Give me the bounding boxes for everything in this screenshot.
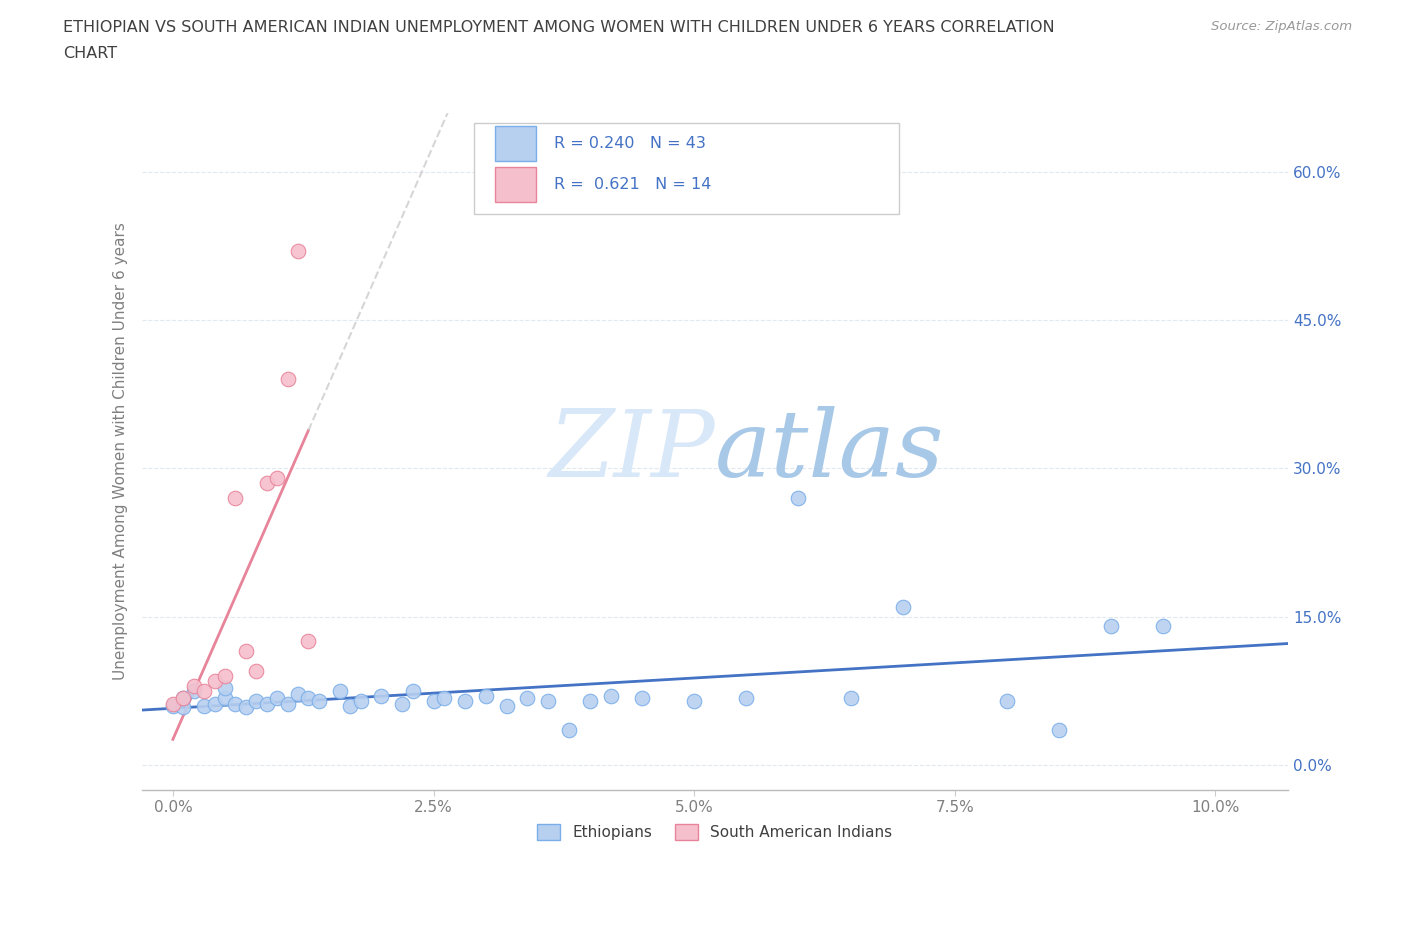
Text: ZIP: ZIP [548, 406, 716, 496]
Point [631, 690, 654, 705]
Point [839, 690, 862, 705]
Point [995, 693, 1018, 708]
Point [1047, 723, 1070, 737]
Point [277, 372, 299, 387]
Point [204, 673, 226, 688]
Point [349, 693, 371, 708]
Point [422, 693, 444, 708]
Point [214, 690, 236, 705]
Point [308, 693, 330, 708]
Point [370, 688, 392, 703]
Point [266, 690, 288, 705]
Point [474, 688, 496, 703]
Text: CHART: CHART [63, 46, 117, 61]
Point [891, 599, 914, 614]
Point [266, 471, 288, 485]
Text: R = 0.240   N = 43: R = 0.240 N = 43 [554, 137, 706, 152]
Point [183, 678, 205, 693]
Point [599, 688, 621, 703]
Point [183, 684, 205, 698]
Point [1152, 619, 1174, 634]
Point [245, 693, 267, 708]
Point [433, 690, 456, 705]
Point [495, 698, 517, 713]
FancyBboxPatch shape [495, 126, 536, 162]
Y-axis label: Unemployment Among Women with Children Under 6 years: Unemployment Among Women with Children U… [114, 222, 128, 680]
Point [214, 680, 236, 695]
Point [162, 696, 184, 711]
Point [287, 244, 309, 259]
Point [245, 663, 267, 678]
Point [204, 696, 226, 711]
Point [214, 669, 236, 684]
Text: ETHIOPIAN VS SOUTH AMERICAN INDIAN UNEMPLOYMENT AMONG WOMEN WITH CHILDREN UNDER : ETHIOPIAN VS SOUTH AMERICAN INDIAN UNEMP… [63, 20, 1054, 35]
Text: Source: ZipAtlas.com: Source: ZipAtlas.com [1212, 20, 1353, 33]
Point [162, 698, 184, 713]
Point [735, 690, 758, 705]
Point [391, 696, 413, 711]
Point [172, 700, 194, 715]
Point [454, 693, 477, 708]
Point [172, 690, 194, 705]
Point [297, 634, 319, 649]
Point [683, 693, 706, 708]
Point [277, 696, 299, 711]
Point [256, 476, 278, 491]
Point [516, 690, 538, 705]
Point [579, 693, 602, 708]
Point [172, 690, 194, 705]
Point [224, 696, 246, 711]
Point [1099, 619, 1122, 634]
Point [329, 684, 352, 698]
Point [297, 690, 319, 705]
Point [256, 696, 278, 711]
Point [235, 700, 257, 715]
Point [193, 698, 215, 713]
Legend: Ethiopians, South American Indians: Ethiopians, South American Indians [531, 818, 898, 846]
Point [537, 693, 560, 708]
FancyBboxPatch shape [495, 166, 536, 202]
Point [402, 684, 425, 698]
Point [224, 491, 246, 506]
Point [787, 491, 810, 506]
Point [287, 686, 309, 701]
FancyBboxPatch shape [474, 123, 898, 214]
Text: atlas: atlas [716, 406, 945, 496]
Point [193, 684, 215, 698]
Point [339, 698, 361, 713]
Point [235, 644, 257, 658]
Point [558, 723, 581, 737]
Text: R =  0.621   N = 14: R = 0.621 N = 14 [554, 177, 711, 192]
